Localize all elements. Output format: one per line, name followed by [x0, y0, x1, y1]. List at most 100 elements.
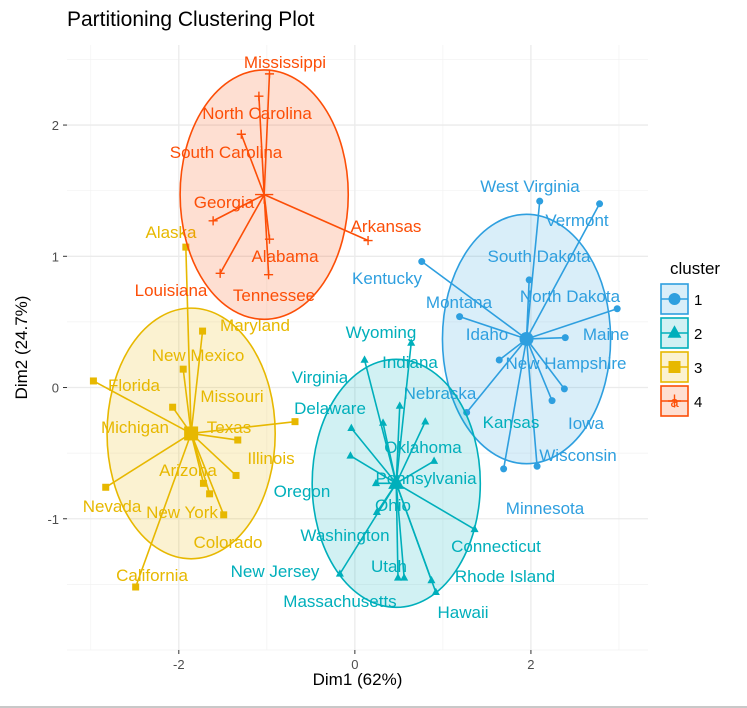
legend-label: 3: [694, 360, 702, 377]
point-label: Alaska: [145, 223, 197, 242]
data-point: [418, 258, 426, 266]
star-segment: [350, 427, 397, 484]
data-point: [395, 401, 404, 409]
data-point: [236, 129, 246, 139]
point-label: Oregon: [274, 482, 331, 501]
point-label: South Carolina: [170, 143, 283, 162]
data-point: [407, 338, 416, 346]
data-point: [456, 313, 464, 321]
legend-title: cluster: [670, 259, 720, 278]
star-segment: [502, 338, 528, 470]
star-segment: [263, 194, 270, 275]
y-tick-label: -1: [47, 512, 59, 527]
x-tick-label: -2: [173, 657, 185, 672]
star-segment: [466, 338, 528, 413]
star-segment: [395, 483, 399, 578]
data-point: [206, 490, 214, 498]
data-point: [372, 507, 381, 516]
data-point: [291, 418, 299, 426]
point-label: Connecticut: [451, 537, 541, 556]
point-label: Rhode Island: [455, 567, 555, 586]
point-label: Hawaii: [437, 603, 488, 622]
x-axis-title: Dim1 (62%): [313, 670, 403, 689]
cluster-3-center: [184, 426, 199, 441]
point-label: Michigan: [101, 418, 169, 437]
point-label: New York: [146, 503, 218, 522]
star-segment: [219, 194, 265, 274]
data-point: [347, 423, 356, 432]
star-segment: [525, 338, 566, 390]
star-segment: [395, 342, 412, 484]
y-tick-label: 1: [52, 249, 59, 264]
point-label: Utah: [371, 557, 407, 576]
data-point: [132, 583, 140, 591]
data-point: [102, 483, 110, 491]
point-label: Iowa: [568, 414, 604, 433]
point-label: North Dakota: [520, 287, 621, 306]
star-segment: [382, 422, 398, 484]
y-tick-label: 2: [52, 118, 59, 133]
point-label: Vermont: [545, 211, 609, 230]
data-point: [179, 365, 187, 373]
star-segment: [395, 460, 435, 485]
point-label: Nevada: [83, 497, 142, 516]
bottom-divider: [0, 706, 747, 708]
point-label: Tennessee: [233, 286, 315, 305]
x-tick-label: 2: [527, 657, 534, 672]
data-point: [561, 334, 569, 342]
data-point: [613, 305, 621, 313]
point-label: California: [116, 566, 188, 585]
point-label: Delaware: [294, 399, 366, 418]
point-label: New Jersey: [231, 562, 320, 581]
data-point: [548, 397, 556, 405]
point-label: Kansas: [483, 413, 540, 432]
star-segment: [134, 433, 192, 588]
point-label: Indiana: [382, 353, 438, 372]
point-label: Maryland: [220, 316, 290, 335]
star-segment: [395, 482, 475, 530]
data-point: [335, 569, 344, 577]
data-point: [421, 417, 430, 425]
point-label: New Hampshire: [506, 354, 627, 373]
star-segment: [212, 193, 265, 222]
legend-key-marker: [668, 293, 681, 305]
data-point: [234, 436, 242, 444]
star-segment: [190, 432, 237, 477]
data-point: [346, 451, 355, 459]
point-label: Louisiana: [135, 281, 208, 300]
point-label: South Dakota: [487, 247, 591, 266]
star-segment: [395, 483, 437, 593]
x-tick-label: 0: [351, 657, 358, 672]
star-segment: [395, 483, 405, 578]
point-label: West Virginia: [480, 177, 580, 196]
star-segment: [339, 482, 397, 575]
point-label: Georgia: [194, 193, 255, 212]
legend-label: 2: [694, 326, 702, 343]
point-label: Maine: [583, 325, 629, 344]
data-point: [360, 355, 369, 363]
point-label: Texas: [207, 418, 251, 437]
data-point: [89, 377, 97, 385]
data-point: [215, 268, 225, 278]
star-segment: [105, 432, 192, 488]
y-tick-label: 0: [52, 381, 59, 396]
data-point: [560, 385, 568, 393]
star-segment: [525, 338, 553, 401]
point-label: New Mexico: [152, 346, 245, 365]
point-label: Florida: [108, 376, 161, 395]
point-label: Arizona: [159, 461, 217, 480]
star-segment: [258, 96, 265, 195]
star-segment: [182, 369, 192, 434]
data-point: [500, 465, 508, 473]
legend-label: 1: [694, 292, 702, 309]
point-label: Kentucky: [352, 269, 422, 288]
plot-panel: [67, 45, 648, 650]
star-segment: [191, 432, 238, 441]
star-segment: [240, 133, 265, 195]
point-label: Nebraska: [404, 384, 477, 403]
data-point: [533, 462, 541, 470]
star-segment: [525, 201, 541, 340]
star-segment: [190, 331, 204, 434]
data-point: [169, 403, 177, 411]
